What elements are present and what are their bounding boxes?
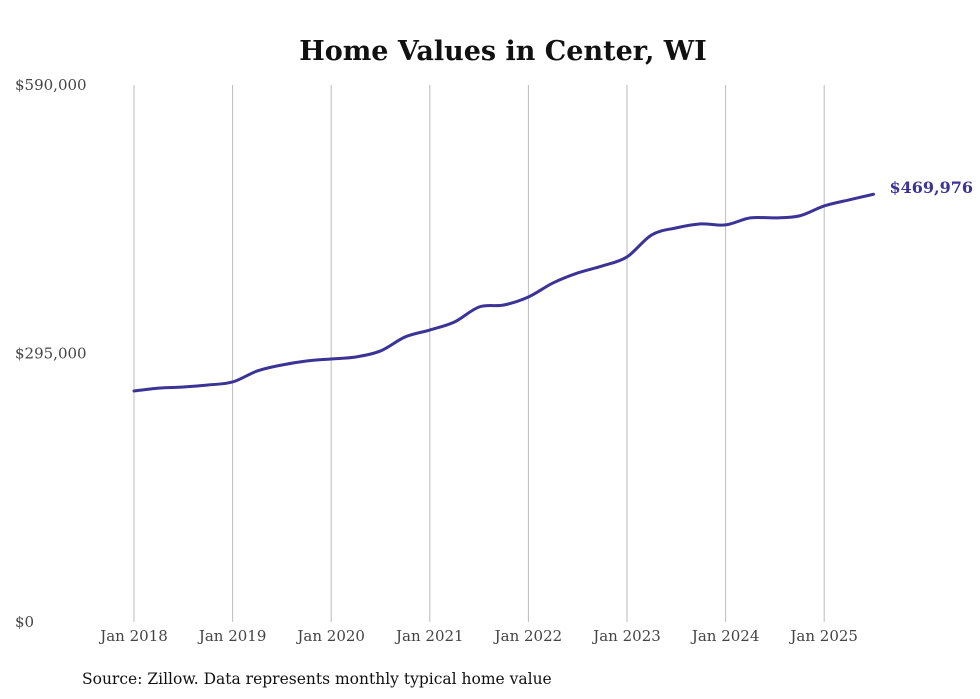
x-tick-label: Jan 2019 <box>197 627 267 645</box>
chart-title: Home Values in Center, WI <box>299 36 707 67</box>
y-tick-label: $295,000 <box>15 345 87 363</box>
source-note: Source: Zillow. Data represents monthly … <box>82 670 552 688</box>
x-tick-label: Jan 2025 <box>788 627 858 645</box>
x-tick-label: Jan 2020 <box>295 627 365 645</box>
x-tick-label: Jan 2021 <box>394 627 464 645</box>
y-tick-label: $590,000 <box>15 76 87 94</box>
series-line <box>132 192 875 393</box>
x-tick-label: Jan 2024 <box>690 627 760 645</box>
end-value-label: $469,976 <box>890 178 974 197</box>
x-tick-label: Jan 2018 <box>98 627 168 645</box>
y-tick-label: $0 <box>15 613 34 631</box>
x-tick-label: Jan 2022 <box>493 627 563 645</box>
x-tick-label: Jan 2023 <box>591 627 661 645</box>
